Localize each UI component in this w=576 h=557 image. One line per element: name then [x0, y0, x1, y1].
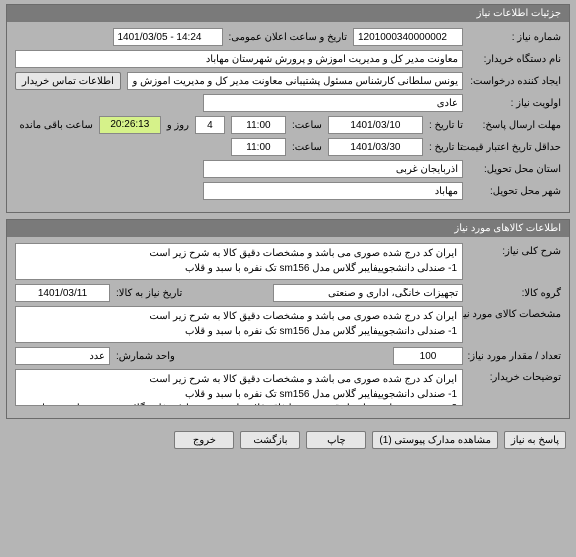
- attachments-button[interactable]: مشاهده مدارک پیوستی (1): [372, 431, 498, 449]
- deadline-label: مهلت ارسال پاسخ:: [469, 120, 561, 131]
- unit-field[interactable]: [15, 347, 110, 365]
- desc-textarea[interactable]: [15, 243, 463, 280]
- to-date-label: تا تاریخ :: [429, 120, 463, 131]
- days-field[interactable]: [195, 116, 225, 134]
- pub-datetime-label: تاریخ و ساعت اعلان عمومی:: [229, 32, 348, 43]
- buyer-contact-button[interactable]: اطلاعات تماس خریدار: [15, 72, 121, 90]
- need-items-panel: اطلاعات کالاهای مورد نیاز شرح کلی نیاز: …: [6, 219, 570, 419]
- need-details-header: جزئیات اطلاعات نیاز: [7, 5, 569, 22]
- creator-label: ایجاد کننده درخواست:: [469, 76, 561, 87]
- req-no-field[interactable]: [353, 28, 463, 46]
- deadline-time-label: ساعت:: [292, 120, 322, 131]
- validity-to-date-label: تا تاریخ :: [429, 142, 463, 153]
- need-items-header: اطلاعات کالاهای مورد نیاز: [7, 220, 569, 237]
- row-buyer-notes: توضیحات خریدار:: [15, 369, 561, 406]
- footer-toolbar: پاسخ به نیاز مشاهده مدارک پیوستی (1) چاپ…: [0, 425, 576, 449]
- row-buyer: نام دستگاه خریدار:: [15, 50, 561, 68]
- creator-field[interactable]: [127, 72, 463, 90]
- priority-label: اولویت نیاز :: [469, 98, 561, 109]
- city-field[interactable]: [203, 182, 463, 200]
- item-spec-textarea[interactable]: [15, 306, 463, 343]
- city-label: شهر محل تحویل:: [469, 186, 561, 197]
- province-label: استان محل تحویل:: [469, 164, 561, 175]
- validity-date-field[interactable]: [328, 138, 423, 156]
- need-date-field[interactable]: [15, 284, 110, 302]
- countdown-timer: 20:26:13: [99, 116, 161, 134]
- deadline-time-field[interactable]: [231, 116, 286, 134]
- buyer-notes-label: توضیحات خریدار:: [469, 369, 561, 383]
- buyer-field[interactable]: [15, 50, 463, 68]
- remaining-label: ساعت باقی مانده: [19, 120, 92, 131]
- need-details-panel: جزئیات اطلاعات نیاز شماره نیاز : تاریخ و…: [6, 4, 570, 213]
- row-creator: ایجاد کننده درخواست: اطلاعات تماس خریدار: [15, 72, 561, 90]
- row-group: گروه کالا: تاریخ نیاز به کالا:: [15, 284, 561, 302]
- validity-label: حداقل تاریخ اعتبار قیمت:: [469, 142, 561, 153]
- row-qty: تعداد / مقدار مورد نیاز: واحد شمارش:: [15, 347, 561, 365]
- row-desc: شرح کلی نیاز:: [15, 243, 561, 280]
- qty-field[interactable]: [393, 347, 463, 365]
- group-label: گروه کالا:: [469, 288, 561, 299]
- buyer-label: نام دستگاه خریدار:: [469, 54, 561, 65]
- deadline-date-field[interactable]: [328, 116, 423, 134]
- group-field[interactable]: [273, 284, 463, 302]
- row-city: شهر محل تحویل:: [15, 182, 561, 200]
- row-item-spec: مشخصات کالای مورد نیاز:: [15, 306, 561, 343]
- back-button[interactable]: بازگشت: [240, 431, 300, 449]
- validity-time-label: ساعت:: [292, 142, 322, 153]
- unit-label: واحد شمارش:: [116, 351, 175, 362]
- province-field[interactable]: [203, 160, 463, 178]
- item-spec-label: مشخصات کالای مورد نیاز:: [469, 306, 561, 320]
- need-details-body: شماره نیاز : تاریخ و ساعت اعلان عمومی: ن…: [7, 22, 569, 212]
- validity-time-field[interactable]: [231, 138, 286, 156]
- need-items-body: شرح کلی نیاز: گروه کالا: تاریخ نیاز به ک…: [7, 237, 569, 418]
- row-priority: اولویت نیاز :: [15, 94, 561, 112]
- row-req-no: شماره نیاز : تاریخ و ساعت اعلان عمومی:: [15, 28, 561, 46]
- need-date-label: تاریخ نیاز به کالا:: [116, 288, 182, 299]
- reply-button[interactable]: پاسخ به نیاز: [504, 431, 566, 449]
- pub-datetime-field[interactable]: [113, 28, 223, 46]
- row-deadline: مهلت ارسال پاسخ: تا تاریخ : ساعت: روز و …: [15, 116, 561, 134]
- days-and-label: روز و: [167, 120, 189, 131]
- req-no-label: شماره نیاز :: [469, 32, 561, 43]
- print-button[interactable]: چاپ: [306, 431, 366, 449]
- buyer-notes-textarea[interactable]: [15, 369, 463, 406]
- row-province: استان محل تحویل:: [15, 160, 561, 178]
- desc-label: شرح کلی نیاز:: [469, 243, 561, 257]
- priority-field[interactable]: [203, 94, 463, 112]
- qty-label: تعداد / مقدار مورد نیاز:: [469, 351, 561, 362]
- exit-button[interactable]: خروج: [174, 431, 234, 449]
- row-validity: حداقل تاریخ اعتبار قیمت: تا تاریخ : ساعت…: [15, 138, 561, 156]
